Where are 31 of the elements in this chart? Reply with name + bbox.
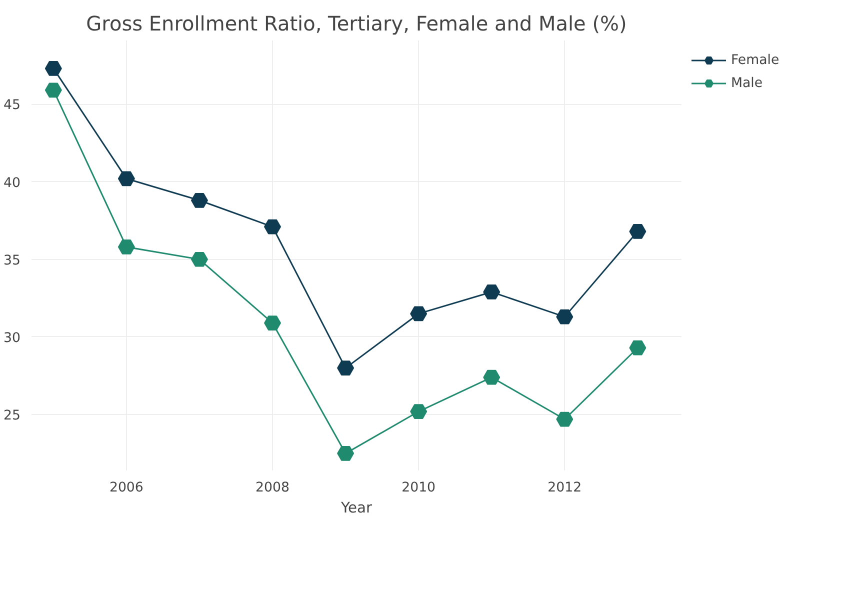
- point: [118, 171, 135, 186]
- point: [483, 370, 500, 385]
- y-tick-label: 35: [4, 253, 21, 268]
- point: [556, 309, 574, 324]
- point: [118, 240, 135, 254]
- point: [264, 219, 282, 234]
- y-tick-label: 25: [4, 408, 21, 424]
- point: [629, 340, 646, 356]
- point: [44, 82, 62, 98]
- point: [190, 192, 208, 208]
- point: [44, 61, 62, 76]
- point: [556, 412, 574, 427]
- point: [410, 306, 428, 322]
- y-tick-label: 45: [4, 98, 21, 114]
- x-tick-label: 2012: [548, 480, 582, 496]
- point: [337, 360, 354, 376]
- legend-label: Female: [731, 52, 780, 68]
- point: [483, 284, 500, 300]
- x-tick-label: 2010: [402, 480, 436, 496]
- x-tick-label: 2006: [109, 480, 144, 496]
- point: [629, 224, 646, 239]
- point: [410, 404, 428, 419]
- chart-title: Gross Enrollment Ratio, Tertiary, Female and Male (%): [86, 12, 627, 36]
- y-tick-label: 30: [4, 331, 21, 346]
- point: [190, 252, 208, 267]
- point: [337, 446, 354, 461]
- legend-label: Male: [731, 76, 763, 90]
- point: [264, 316, 282, 330]
- y-tick-label: 40: [4, 176, 21, 191]
- x-tick-label: 2008: [256, 480, 290, 496]
- x-axis-title: Year: [340, 500, 373, 516]
